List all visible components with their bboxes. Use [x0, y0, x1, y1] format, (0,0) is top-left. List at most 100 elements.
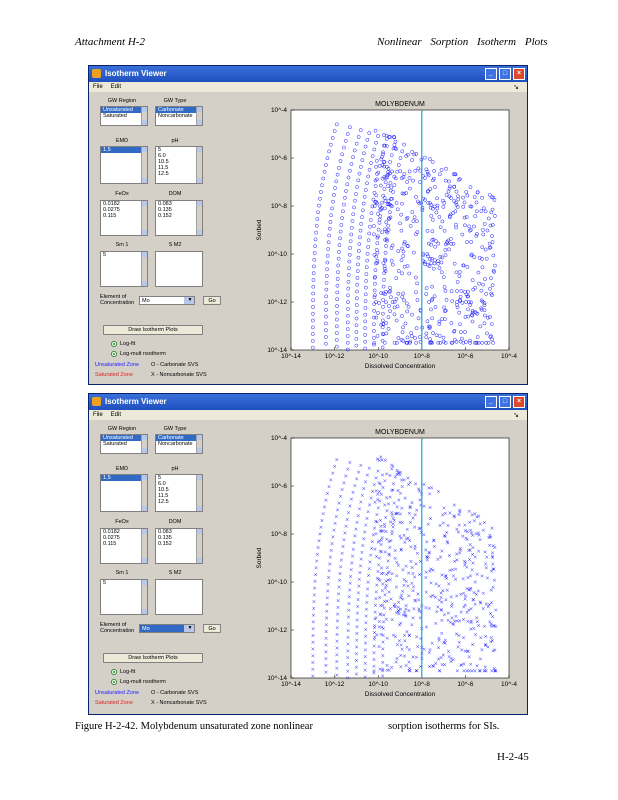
- list-item[interactable]: 12.5: [158, 499, 169, 505]
- gw-region-list[interactable]: Unsaturated Saturated: [100, 434, 148, 454]
- list-item[interactable]: 0.0182: [103, 529, 120, 535]
- list-item[interactable]: 5: [103, 252, 107, 258]
- dock-icon[interactable]: ↘: [513, 84, 519, 91]
- feox-list[interactable]: 0.0182 0.0275 0.115: [100, 528, 148, 564]
- scrollbar[interactable]: [196, 201, 202, 235]
- scrollbar[interactable]: [141, 580, 147, 614]
- list-item[interactable]: 0.115: [103, 541, 117, 547]
- gw-type-list[interactable]: Carbonate Noncarbonate: [155, 106, 203, 126]
- ph-list[interactable]: 5 6.0 10.5 11.5 12.5: [155, 146, 203, 184]
- list-item[interactable]: 11.5: [158, 165, 169, 171]
- logmult-radio[interactable]: Log-mult nsotherm: [111, 351, 166, 357]
- sm2-list[interactable]: [155, 579, 203, 615]
- list-item[interactable]: 0.0182: [103, 201, 120, 207]
- list-item[interactable]: Unsaturated: [101, 107, 147, 113]
- go-button[interactable]: Go: [203, 296, 221, 305]
- list-item[interactable]: 5: [158, 475, 162, 481]
- close-icon[interactable]: ×: [513, 396, 525, 408]
- scrollbar[interactable]: [196, 147, 202, 183]
- chevron-down-icon[interactable]: ▼: [184, 297, 194, 304]
- logfit-radio[interactable]: Log-fit: [111, 669, 135, 675]
- gw-region-list[interactable]: Unsaturated Saturated: [100, 106, 148, 126]
- scrollbar[interactable]: [141, 107, 147, 125]
- minimize-icon[interactable]: _: [485, 396, 497, 408]
- data-point: [366, 587, 370, 591]
- list-item[interactable]: 0.135: [158, 535, 172, 541]
- sm1-list[interactable]: 5: [100, 579, 148, 615]
- title-bar[interactable]: Isotherm Viewer _ □ ×: [89, 66, 527, 82]
- list-item[interactable]: 11.5: [158, 493, 169, 499]
- plot-area[interactable]: MOLYBDENUM Dissolved Concentration Sorbed 1…: [239, 96, 519, 381]
- scrollbar[interactable]: [141, 201, 147, 235]
- plot-area[interactable]: MOLYBDENUM Dissolved Concentration Sorbed 1…: [239, 424, 519, 709]
- scrollbar[interactable]: [196, 475, 202, 511]
- close-icon[interactable]: ×: [513, 68, 525, 80]
- dom-list[interactable]: 0.083 0.135 0.152: [155, 200, 203, 236]
- list-item[interactable]: 6.0: [158, 153, 166, 159]
- list-item[interactable]: 5: [103, 580, 107, 586]
- list-item[interactable]: 12.5: [158, 171, 169, 177]
- element-dropdown[interactable]: Mo ▼: [139, 296, 195, 305]
- list-item[interactable]: 0.152: [158, 541, 172, 547]
- list-item[interactable]: Unsaturated: [101, 435, 147, 441]
- scrollbar[interactable]: [141, 475, 147, 511]
- menu-file[interactable]: File: [93, 412, 103, 418]
- maximize-icon[interactable]: □: [499, 396, 511, 408]
- list-item[interactable]: 0.0275: [103, 535, 120, 541]
- list-item[interactable]: 0.115: [103, 213, 117, 219]
- list-item[interactable]: 5: [158, 147, 162, 153]
- menu-edit[interactable]: Edit: [110, 84, 122, 90]
- list-item[interactable]: Saturated: [103, 441, 127, 447]
- list-item[interactable]: 1.5: [101, 475, 147, 481]
- sm2-list[interactable]: [155, 251, 203, 287]
- dock-icon[interactable]: ↘: [513, 412, 519, 419]
- scrollbar[interactable]: [141, 252, 147, 286]
- emd-list[interactable]: 1.5: [100, 474, 148, 512]
- list-item[interactable]: 10.5: [158, 159, 169, 165]
- emd-list[interactable]: 1.5: [100, 146, 148, 184]
- data-point: [394, 340, 399, 345]
- chevron-down-icon[interactable]: ▼: [184, 625, 194, 632]
- list-item[interactable]: 0.083: [158, 529, 172, 535]
- element-dropdown[interactable]: Mo ▼: [139, 624, 195, 633]
- scrollbar[interactable]: [196, 107, 202, 125]
- radio-icon[interactable]: [111, 341, 117, 347]
- gw-type-list[interactable]: Carbonate Noncarbonate: [155, 434, 203, 454]
- scrollbar[interactable]: [141, 435, 147, 453]
- go-button[interactable]: Go: [203, 624, 221, 633]
- list-item[interactable]: 10.5: [158, 487, 169, 493]
- draw-isotherm-button[interactable]: Draw Isotherm Plots: [103, 325, 203, 335]
- list-item[interactable]: 6.0: [158, 481, 166, 487]
- ph-list[interactable]: 5 6.0 10.5 11.5 12.5: [155, 474, 203, 512]
- list-item[interactable]: Noncarbonate: [158, 441, 193, 447]
- list-item[interactable]: 0.152: [158, 213, 172, 219]
- list-item[interactable]: 0.135: [158, 207, 172, 213]
- list-item[interactable]: Noncarbonate: [158, 113, 193, 119]
- radio-icon[interactable]: [111, 669, 117, 675]
- maximize-icon[interactable]: □: [499, 68, 511, 80]
- list-item[interactable]: Carbonate: [156, 435, 202, 441]
- radio-icon[interactable]: [111, 351, 117, 357]
- sm1-list[interactable]: 5: [100, 251, 148, 287]
- scrollbar[interactable]: [141, 147, 147, 183]
- title-bar[interactable]: Isotherm Viewer _ □ ×: [89, 394, 527, 410]
- logfit-radio[interactable]: Log-fit: [111, 341, 135, 347]
- radio-icon[interactable]: [111, 679, 117, 685]
- minimize-icon[interactable]: _: [485, 68, 497, 80]
- scrollbar[interactable]: [141, 529, 147, 563]
- list-item[interactable]: Carbonate: [156, 107, 202, 113]
- list-item[interactable]: 0.083: [158, 201, 172, 207]
- list-item[interactable]: 0.0275: [103, 207, 120, 213]
- logmult-radio[interactable]: Log-mult nsotherm: [111, 679, 166, 685]
- menu-file[interactable]: File: [93, 84, 103, 90]
- dom-list[interactable]: 0.083 0.135 0.152: [155, 528, 203, 564]
- list-item[interactable]: 1.5: [101, 147, 147, 153]
- list-item[interactable]: Saturated: [103, 113, 127, 119]
- menu-edit[interactable]: Edit: [110, 412, 122, 418]
- draw-isotherm-button[interactable]: Draw Isotherm Plots: [103, 653, 203, 663]
- scrollbar[interactable]: [196, 435, 202, 453]
- feox-list[interactable]: 0.0182 0.0275 0.115: [100, 200, 148, 236]
- scrollbar[interactable]: [196, 529, 202, 563]
